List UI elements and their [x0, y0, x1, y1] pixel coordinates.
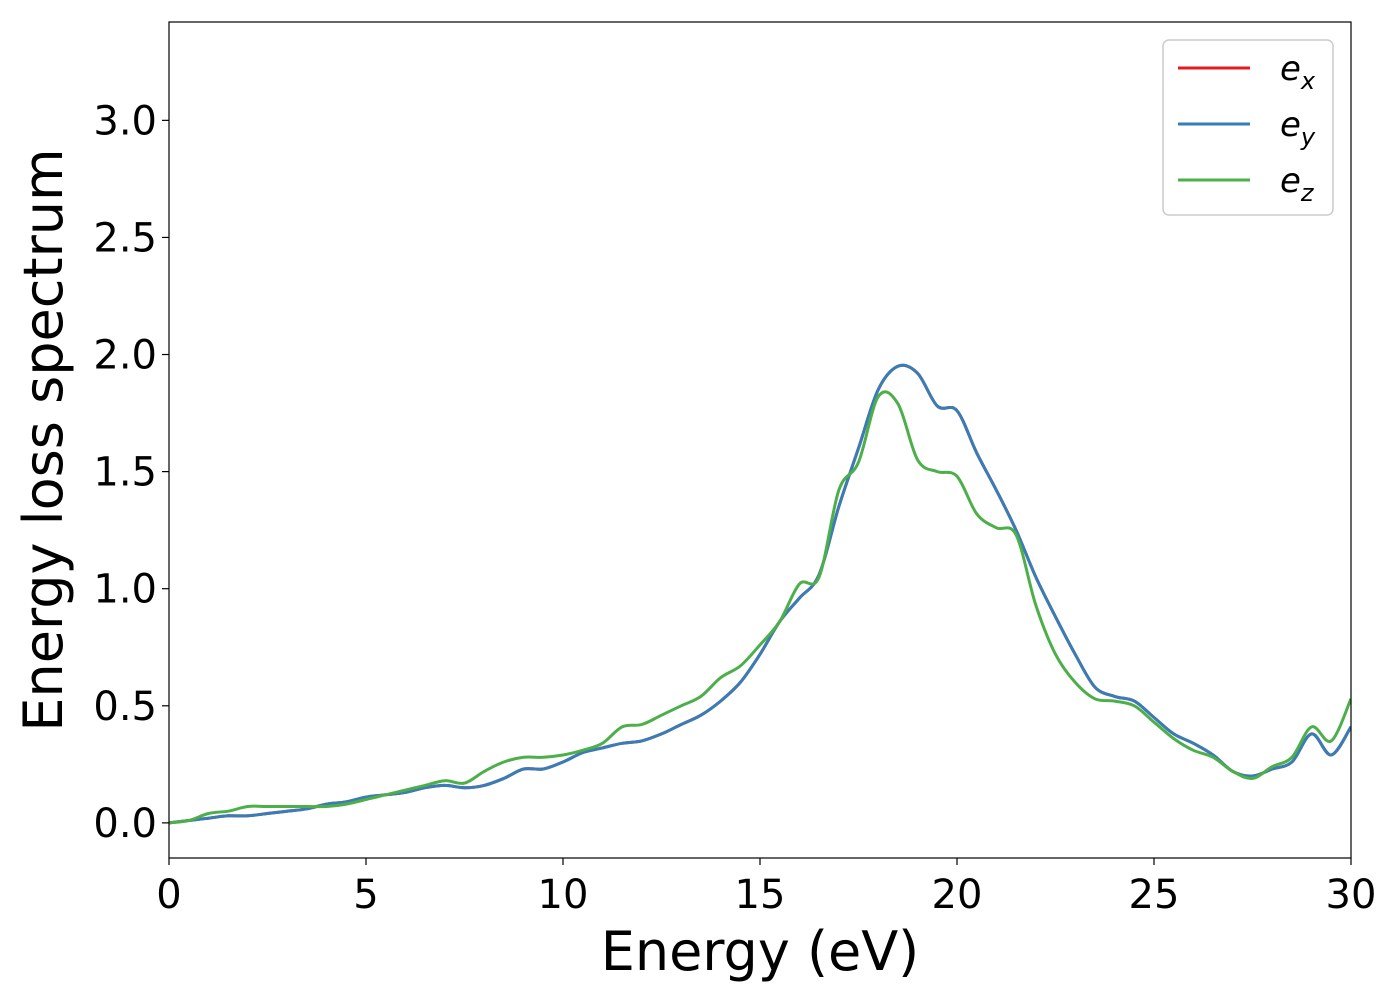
y-tick-label: 3.0 [93, 98, 157, 144]
legend: ex ey ez [1162, 39, 1334, 216]
y-tick-label: 0.0 [93, 801, 157, 847]
y-tick-label: 1.5 [93, 450, 157, 496]
x-axis-ticks: 0 5 10 15 20 25 30 [156, 858, 1376, 918]
x-axis-label: Energy (eV) [601, 920, 920, 983]
y-tick-label: 0.5 [93, 684, 157, 730]
y-tick-label: 1.0 [93, 567, 157, 613]
y-axis-label: Energy loss spectrum [12, 148, 75, 731]
y-axis-ticks: 0.0 0.5 1.0 1.5 2.0 2.5 3.0 [93, 98, 169, 847]
series-line-y [169, 363, 1351, 825]
legend-label-x: ex [1280, 49, 1316, 95]
legend-box [1162, 39, 1334, 216]
x-tick-label: 0 [156, 872, 181, 918]
y-tick-label: 2.0 [93, 333, 157, 379]
y-tick-label: 2.5 [93, 215, 157, 261]
x-tick-label: 10 [538, 872, 589, 918]
legend-label-y: ey [1280, 105, 1316, 151]
x-tick-label: 30 [1326, 872, 1377, 918]
x-tick-label: 20 [932, 872, 983, 918]
x-tick-label: 5 [353, 872, 378, 918]
x-tick-label: 15 [735, 872, 786, 918]
legend-label-z: ez [1280, 161, 1315, 207]
series-line-z [169, 390, 1351, 825]
x-tick-label: 25 [1129, 872, 1180, 918]
series-lines [169, 363, 1351, 825]
